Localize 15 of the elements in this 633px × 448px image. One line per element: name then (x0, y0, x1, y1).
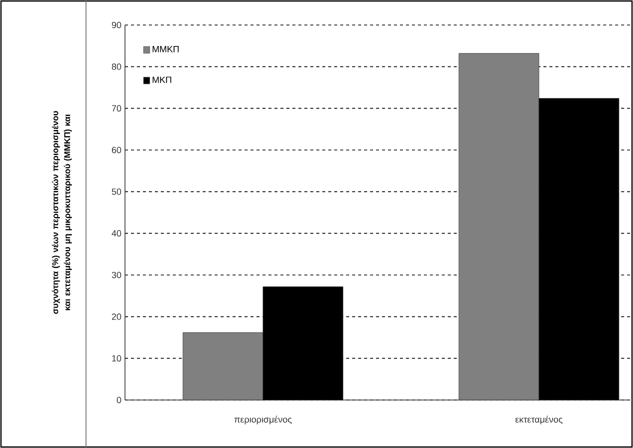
legend-label: ΜΚΠ (152, 76, 172, 83)
y-tick-label: 20 (112, 313, 122, 320)
y-tick-label: 80 (112, 63, 122, 70)
y-tick-label: 40 (112, 230, 122, 237)
y-tick-label: 60 (112, 146, 122, 154)
y-tick-label: 10 (112, 355, 122, 362)
legend-label: ΜΜΚΠ (152, 46, 179, 52)
y-tick-label: 30 (112, 272, 122, 278)
y-tick-label: 90 (112, 22, 122, 28)
y-axis-title: συχνότητα (%) νέων περιστατικών περιορισμένου και εκτεταμένου μη μικροκυτταρικού (ΜΜΚΠ) και (52, 111, 72, 314)
x-tick-label: περιορισμένος (234, 416, 292, 424)
x-tick-label: εκτεταμένος (515, 416, 562, 424)
y-tick-label: 70 (112, 105, 122, 112)
y-tick-label: 0 (116, 396, 122, 404)
y-tick-label: 50 (112, 188, 122, 195)
